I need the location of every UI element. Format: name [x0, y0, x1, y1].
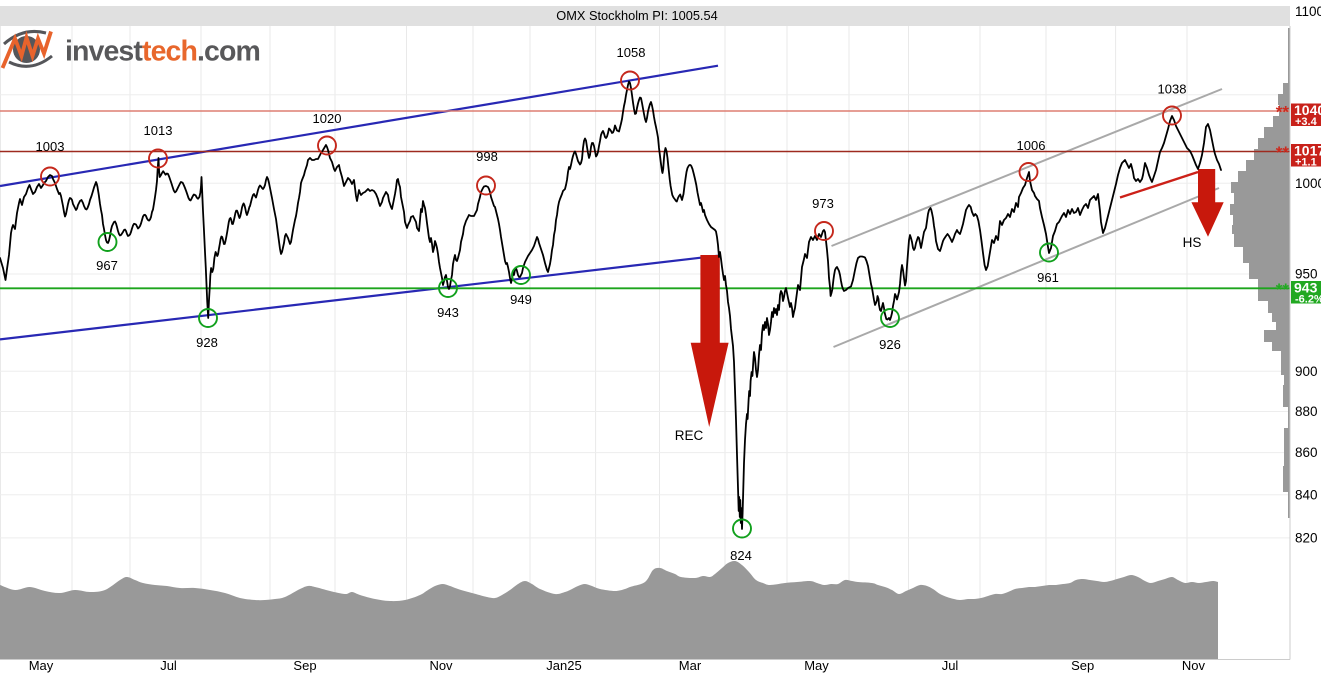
svg-text:Nov: Nov — [1182, 658, 1206, 673]
svg-text:949: 949 — [510, 292, 532, 307]
svg-text:943: 943 — [1294, 280, 1318, 296]
svg-text:1020: 1020 — [313, 111, 342, 126]
svg-text:May: May — [29, 658, 54, 673]
svg-text:Mar: Mar — [679, 658, 702, 673]
svg-text:**: ** — [1276, 103, 1290, 122]
svg-text:REC: REC — [675, 428, 704, 443]
svg-text:967: 967 — [96, 258, 118, 273]
svg-text:824: 824 — [730, 548, 752, 563]
svg-text:Nov: Nov — [429, 658, 453, 673]
svg-text:840: 840 — [1295, 487, 1318, 502]
svg-text:Jan25: Jan25 — [546, 658, 581, 673]
svg-text:928: 928 — [196, 335, 218, 350]
svg-text:973: 973 — [812, 196, 834, 211]
svg-text:Jul: Jul — [160, 658, 177, 673]
svg-text:943: 943 — [437, 305, 459, 320]
svg-text:1017: 1017 — [1294, 143, 1321, 159]
svg-text:Sep: Sep — [1071, 658, 1094, 673]
svg-text:1100: 1100 — [1295, 4, 1321, 19]
svg-text:1040: 1040 — [1294, 102, 1321, 118]
svg-text:-6.2%: -6.2% — [1295, 294, 1321, 306]
svg-text:1038: 1038 — [1158, 82, 1187, 97]
svg-text:investtech.com: investtech.com — [65, 36, 260, 68]
svg-text:998: 998 — [476, 149, 498, 164]
svg-text:+3.4: +3.4 — [1295, 116, 1318, 128]
svg-text:1000: 1000 — [1295, 176, 1321, 191]
svg-text:1003: 1003 — [36, 139, 65, 154]
svg-text:**: ** — [1276, 143, 1290, 162]
svg-text:900: 900 — [1295, 364, 1318, 379]
svg-text:820: 820 — [1295, 530, 1318, 545]
svg-text:OMX Stockholm PI: 1005.54: OMX Stockholm PI: 1005.54 — [556, 8, 717, 23]
svg-text:1006: 1006 — [1017, 138, 1046, 153]
svg-text:926: 926 — [879, 337, 901, 352]
svg-text:+1.1: +1.1 — [1295, 157, 1317, 169]
svg-text:Jul: Jul — [942, 658, 959, 673]
svg-text:1058: 1058 — [617, 45, 646, 60]
svg-text:880: 880 — [1295, 404, 1318, 419]
svg-text:950: 950 — [1295, 267, 1318, 282]
svg-text:Sep: Sep — [293, 658, 316, 673]
svg-text:961: 961 — [1037, 270, 1059, 285]
svg-text:HS: HS — [1183, 235, 1202, 250]
svg-text:May: May — [804, 658, 829, 673]
svg-text:1013: 1013 — [144, 123, 173, 138]
svg-text:860: 860 — [1295, 445, 1318, 460]
svg-text:**: ** — [1276, 280, 1290, 299]
